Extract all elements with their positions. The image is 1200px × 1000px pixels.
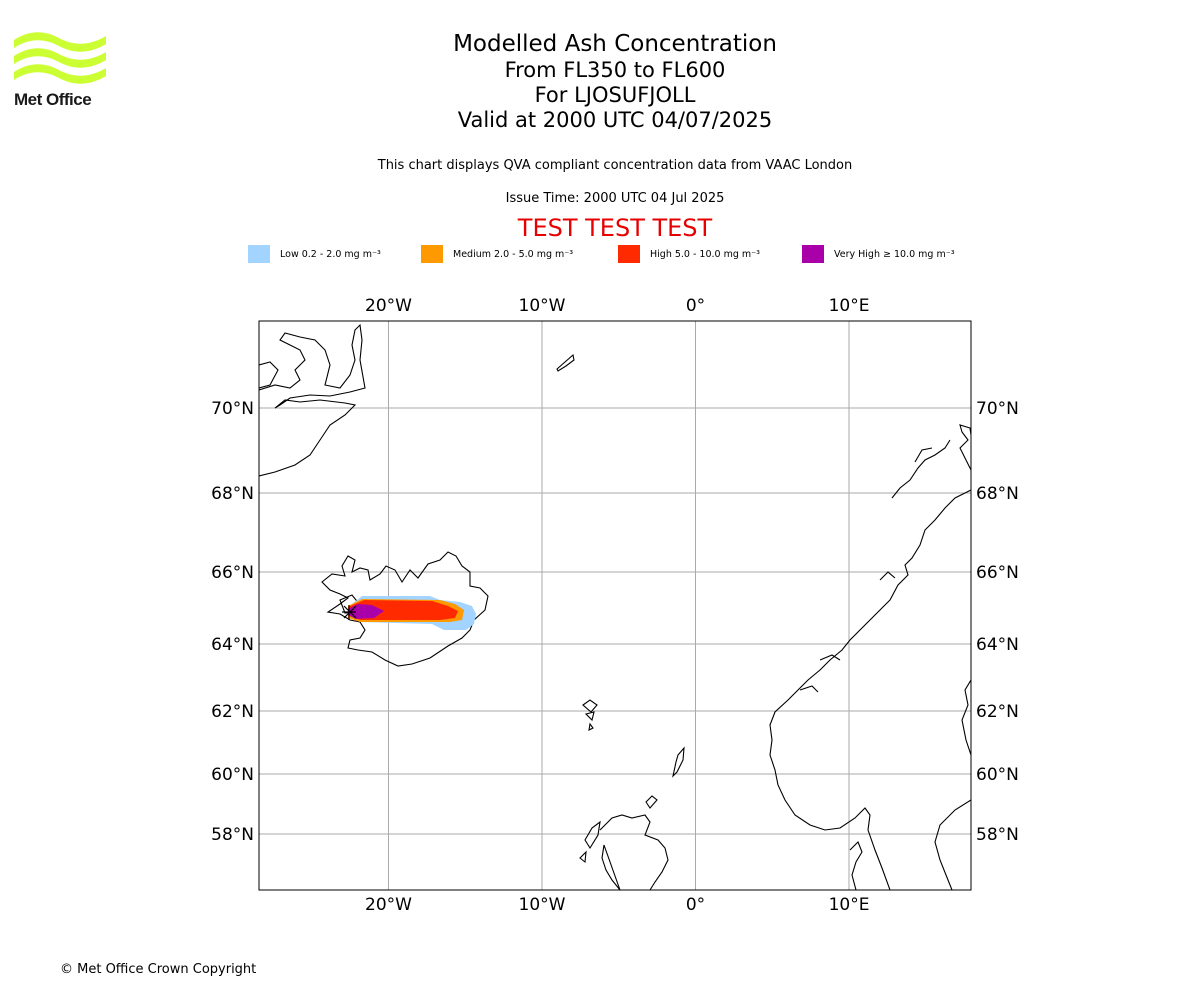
lat-tick-label-left: 60°N xyxy=(211,765,254,785)
lat-tick-label-right: 64°N xyxy=(976,635,1019,655)
lon-tick-label-top: 0° xyxy=(686,296,705,316)
met-office-logo: Met Office xyxy=(14,30,109,112)
greenland-island xyxy=(259,361,279,389)
legend-item-medium: Medium 2.0 - 5.0 mg m⁻³ xyxy=(421,244,573,264)
lon-tick-label-top: 10°W xyxy=(519,296,566,316)
map-tick-labels: 20°W 20°W 10°W 10°W 0° 0° 10°E 10°E 70°N 70°N 68°N… xyxy=(211,296,1019,915)
legend-label-low: Low 0.2 - 2.0 mg m⁻³ xyxy=(280,248,381,260)
map-frame xyxy=(258,320,972,891)
lat-tick-label-left: 66°N xyxy=(211,563,254,583)
ash-very-high-region xyxy=(348,604,384,619)
iceland-coast xyxy=(321,551,489,667)
test-banner: TEST TEST TEST xyxy=(517,214,713,242)
title-line-2: From FL350 to FL600 xyxy=(504,58,726,82)
title-line-3: For LJOSUFJOLL xyxy=(534,83,696,107)
lon-tick-label-bottom: 10°E xyxy=(829,895,870,915)
copyright-text: © Met Office Crown Copyright xyxy=(60,962,257,977)
legend-item-very-high: Very High ≥ 10.0 mg m⁻³ xyxy=(802,244,955,264)
legend-label-very-high: Very High ≥ 10.0 mg m⁻³ xyxy=(834,248,955,260)
logo-text: Met Office xyxy=(14,90,92,109)
legend-label-medium: Medium 2.0 - 5.0 mg m⁻³ xyxy=(453,248,574,260)
legend-item-low: Low 0.2 - 2.0 mg m⁻³ xyxy=(248,244,381,264)
lat-tick-label-left: 70°N xyxy=(211,399,254,419)
shetland-coast xyxy=(672,746,685,778)
lat-tick-label-right: 68°N xyxy=(976,484,1019,504)
lon-tick-label-top: 10°E xyxy=(829,296,870,316)
denmark-coast xyxy=(849,841,863,890)
lat-tick-label-right: 58°N xyxy=(976,825,1019,845)
legend-swatch-high xyxy=(618,245,640,263)
volcano-marker xyxy=(342,605,357,620)
legend-swatch-medium xyxy=(421,245,443,263)
hebrides-coast xyxy=(579,820,601,864)
greenland-coast xyxy=(259,323,366,477)
norway-coast xyxy=(769,424,971,890)
lat-tick-label-right: 70°N xyxy=(976,399,1019,419)
coastlines xyxy=(259,323,971,890)
legend-label-high: High 5.0 - 10.0 mg m⁻³ xyxy=(650,248,760,260)
lat-tick-label-right: 60°N xyxy=(976,765,1019,785)
sweden-coast xyxy=(961,679,971,756)
chart-subtitle: This chart displays QVA compliant concen… xyxy=(377,158,853,173)
lat-tick-label-right: 66°N xyxy=(976,563,1019,583)
orkney-coast xyxy=(645,795,658,809)
lon-tick-label-top: 20°W xyxy=(365,296,412,316)
title-line-4: Valid at 2000 UTC 04/07/2025 xyxy=(457,108,773,132)
jan-mayen-coast xyxy=(556,353,575,372)
lon-tick-label-bottom: 0° xyxy=(686,895,705,915)
lat-tick-label-left: 58°N xyxy=(211,825,254,845)
faroe-islands-coast xyxy=(582,699,598,731)
legend-swatch-very-high xyxy=(802,245,824,263)
lat-tick-label-left: 62°N xyxy=(211,702,254,722)
issue-time: Issue Time: 2000 UTC 04 Jul 2025 xyxy=(505,191,725,206)
map-gridlines xyxy=(259,321,971,890)
title-line-1: Modelled Ash Concentration xyxy=(453,31,777,57)
legend-swatch-low xyxy=(248,245,270,263)
lon-tick-label-bottom: 10°W xyxy=(519,895,566,915)
chart-title-block: Modelled Ash Concentration From FL350 to… xyxy=(315,30,915,133)
scotland-coast xyxy=(599,814,669,890)
lon-tick-label-bottom: 20°W xyxy=(365,895,412,915)
lat-tick-label-left: 64°N xyxy=(211,635,254,655)
lat-tick-label-right: 62°N xyxy=(976,702,1019,722)
ash-cloud xyxy=(348,596,476,630)
lat-tick-label-left: 68°N xyxy=(211,484,254,504)
norway-fjords xyxy=(799,439,951,693)
met-office-waves-icon xyxy=(14,32,106,84)
legend-item-high: High 5.0 - 10.0 mg m⁻³ xyxy=(618,244,760,264)
